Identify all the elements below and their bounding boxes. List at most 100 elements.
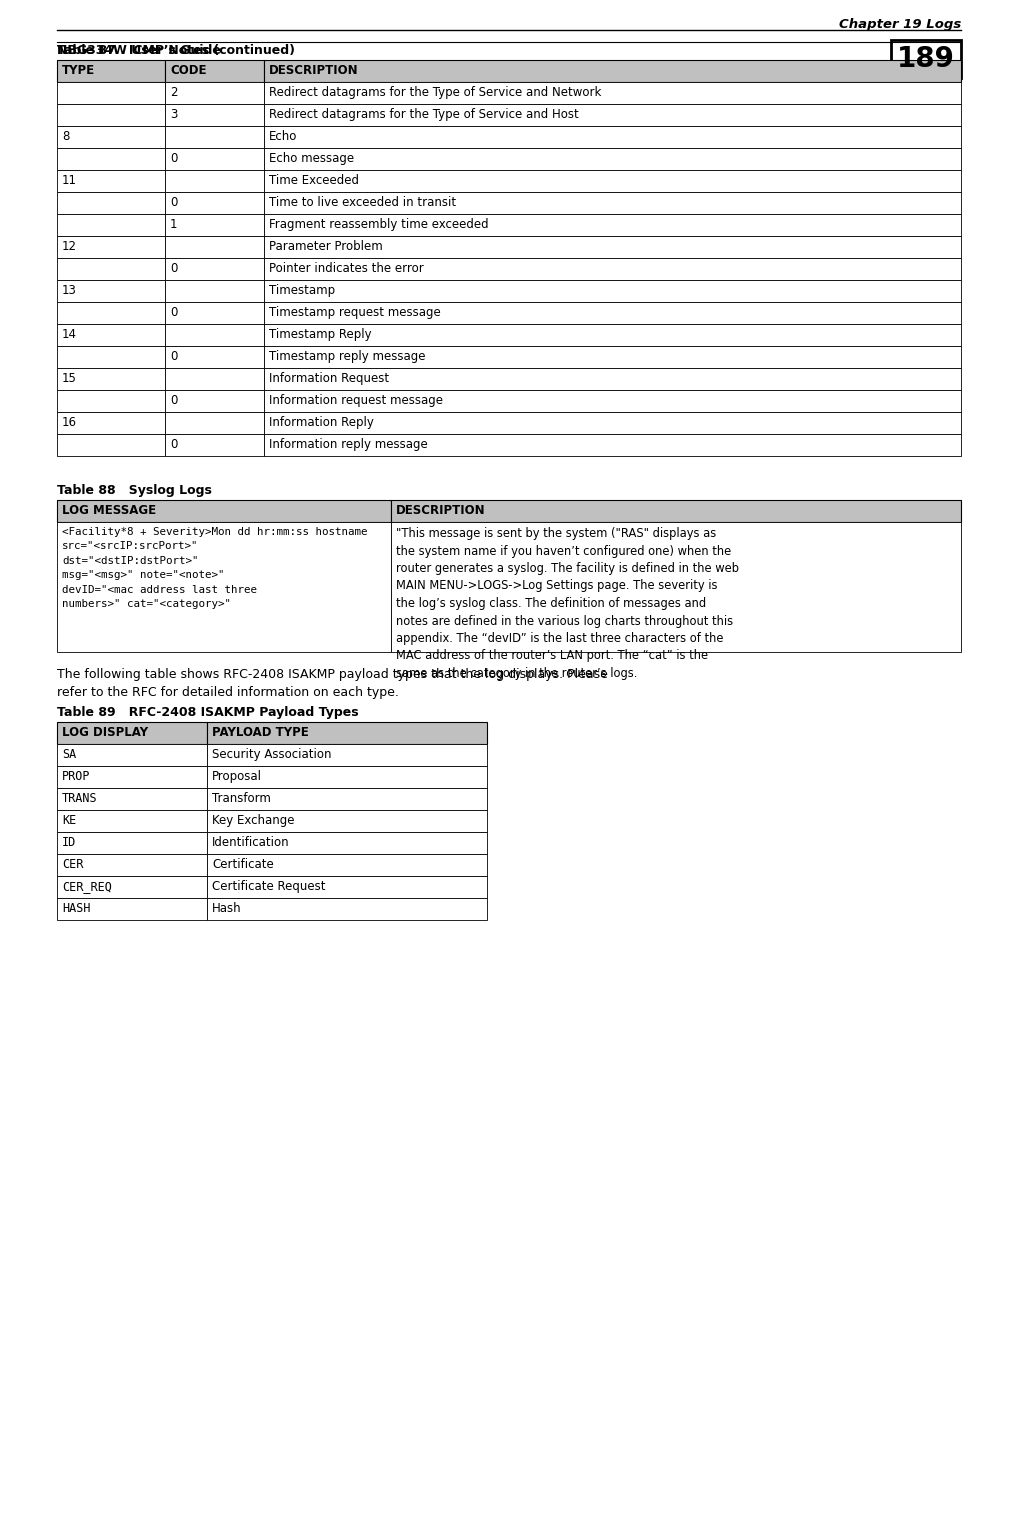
Bar (57, 367, 165, 390)
Text: 11: 11 (62, 174, 77, 187)
Text: Transform: Transform (212, 792, 271, 805)
Text: 14: 14 (62, 328, 77, 341)
Text: Timestamp reply message: Timestamp reply message (269, 351, 426, 363)
Bar (165, 411, 264, 434)
Text: <Facility*8 + Severity>Mon dd hr:mm:ss hostname
src="<srcIP:srcPort>"
dst="<dstI: <Facility*8 + Severity>Mon dd hr:mm:ss h… (62, 527, 367, 610)
Text: Timestamp request message: Timestamp request message (269, 306, 441, 319)
Text: TYPE: TYPE (62, 64, 95, 78)
Text: SA: SA (62, 748, 76, 760)
Bar (165, 434, 264, 456)
Bar (57, 853, 207, 876)
Bar (57, 722, 207, 744)
Text: KE: KE (62, 814, 76, 828)
Text: HASH: HASH (62, 902, 91, 914)
Text: CODE: CODE (170, 64, 207, 78)
Text: 2: 2 (170, 85, 177, 99)
Bar (207, 788, 487, 809)
Text: 0: 0 (170, 437, 177, 451)
Bar (57, 302, 165, 325)
Text: Echo: Echo (269, 130, 297, 143)
Bar (264, 434, 961, 456)
Text: NBG334W User’s Guide: NBG334W User’s Guide (57, 44, 221, 56)
Bar (264, 171, 961, 192)
Bar (165, 325, 264, 346)
Text: "This message is sent by the system ("RAS" displays as
the system name if you ha: "This message is sent by the system ("RA… (396, 527, 739, 680)
Bar (264, 367, 961, 390)
Bar (57, 280, 165, 302)
Text: Proposal: Proposal (212, 770, 262, 783)
Bar (57, 767, 207, 788)
Bar (57, 346, 165, 367)
Text: 15: 15 (62, 372, 77, 386)
Bar (57, 82, 165, 104)
Bar (57, 500, 391, 523)
Text: 16: 16 (62, 416, 77, 428)
Text: Certificate: Certificate (212, 858, 274, 872)
Bar (57, 213, 165, 236)
Bar (207, 898, 487, 920)
Bar (207, 853, 487, 876)
Bar (57, 325, 165, 346)
Text: Information request message: Information request message (269, 395, 443, 407)
Text: Pointer indicates the error: Pointer indicates the error (269, 262, 423, 274)
Bar (264, 59, 961, 82)
Bar (207, 744, 487, 767)
Bar (165, 390, 264, 411)
Text: Information reply message: Information reply message (269, 437, 428, 451)
Text: Information Reply: Information Reply (269, 416, 374, 428)
Text: 13: 13 (62, 283, 77, 297)
Text: Table 89   RFC-2408 ISAKMP Payload Types: Table 89 RFC-2408 ISAKMP Payload Types (57, 706, 358, 719)
Text: Certificate Request: Certificate Request (212, 879, 326, 893)
Bar (165, 82, 264, 104)
Text: Echo message: Echo message (269, 152, 354, 165)
Bar (391, 523, 961, 652)
Text: Hash: Hash (212, 902, 241, 914)
Bar (57, 192, 165, 213)
Text: Identification: Identification (212, 837, 290, 849)
Bar (264, 236, 961, 258)
Bar (165, 104, 264, 126)
Bar (165, 367, 264, 390)
Text: Parameter Problem: Parameter Problem (269, 239, 383, 253)
Bar (264, 82, 961, 104)
Bar (207, 809, 487, 832)
Text: CER: CER (62, 858, 83, 872)
Text: LOG MESSAGE: LOG MESSAGE (62, 504, 156, 517)
Text: Table 87   ICMP Notes (continued): Table 87 ICMP Notes (continued) (57, 44, 295, 56)
Bar (264, 213, 961, 236)
Bar (264, 126, 961, 148)
Bar (57, 876, 207, 898)
Bar (264, 325, 961, 346)
Bar (57, 171, 165, 192)
Text: Table 88   Syslog Logs: Table 88 Syslog Logs (57, 485, 212, 497)
Bar (165, 59, 264, 82)
Text: DESCRIPTION: DESCRIPTION (269, 64, 358, 78)
Bar (264, 192, 961, 213)
Bar (264, 390, 961, 411)
Bar (57, 104, 165, 126)
Text: Chapter 19 Logs: Chapter 19 Logs (839, 18, 961, 30)
Bar (165, 126, 264, 148)
Bar (264, 346, 961, 367)
Bar (57, 411, 165, 434)
Bar (57, 898, 207, 920)
Text: Information Request: Information Request (269, 372, 389, 386)
Bar (57, 809, 207, 832)
Bar (891, 40, 961, 78)
Text: 0: 0 (170, 395, 177, 407)
Text: 0: 0 (170, 262, 177, 274)
Text: Time to live exceeded in transit: Time to live exceeded in transit (269, 197, 456, 209)
Text: 0: 0 (170, 306, 177, 319)
Text: 12: 12 (62, 239, 77, 253)
Bar (165, 280, 264, 302)
Bar (57, 744, 207, 767)
Bar (165, 346, 264, 367)
Text: PAYLOAD TYPE: PAYLOAD TYPE (212, 725, 308, 739)
Text: Time Exceeded: Time Exceeded (269, 174, 359, 187)
Bar (207, 722, 487, 744)
Bar (165, 171, 264, 192)
Bar (207, 876, 487, 898)
Text: 3: 3 (170, 108, 177, 120)
Bar (57, 434, 165, 456)
Text: ID: ID (62, 837, 76, 849)
